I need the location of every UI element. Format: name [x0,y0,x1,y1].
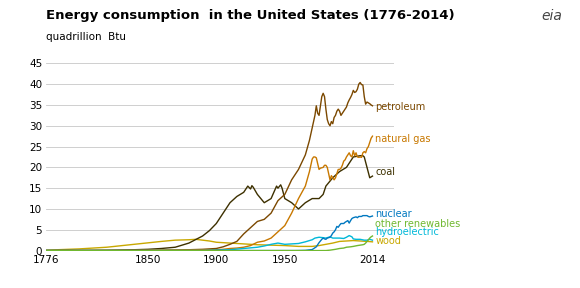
Text: hydroelectric: hydroelectric [375,227,439,237]
Text: quadrillion  Btu: quadrillion Btu [46,32,126,42]
Text: Energy consumption  in the United States (1776-2014): Energy consumption in the United States … [46,9,455,22]
Text: nuclear: nuclear [375,209,412,219]
Text: other renewables: other renewables [375,219,461,228]
Text: wood: wood [375,236,401,246]
Text: natural gas: natural gas [375,134,431,144]
Text: eia: eia [542,9,563,23]
Text: petroleum: petroleum [375,102,426,112]
Text: coal: coal [375,167,395,177]
